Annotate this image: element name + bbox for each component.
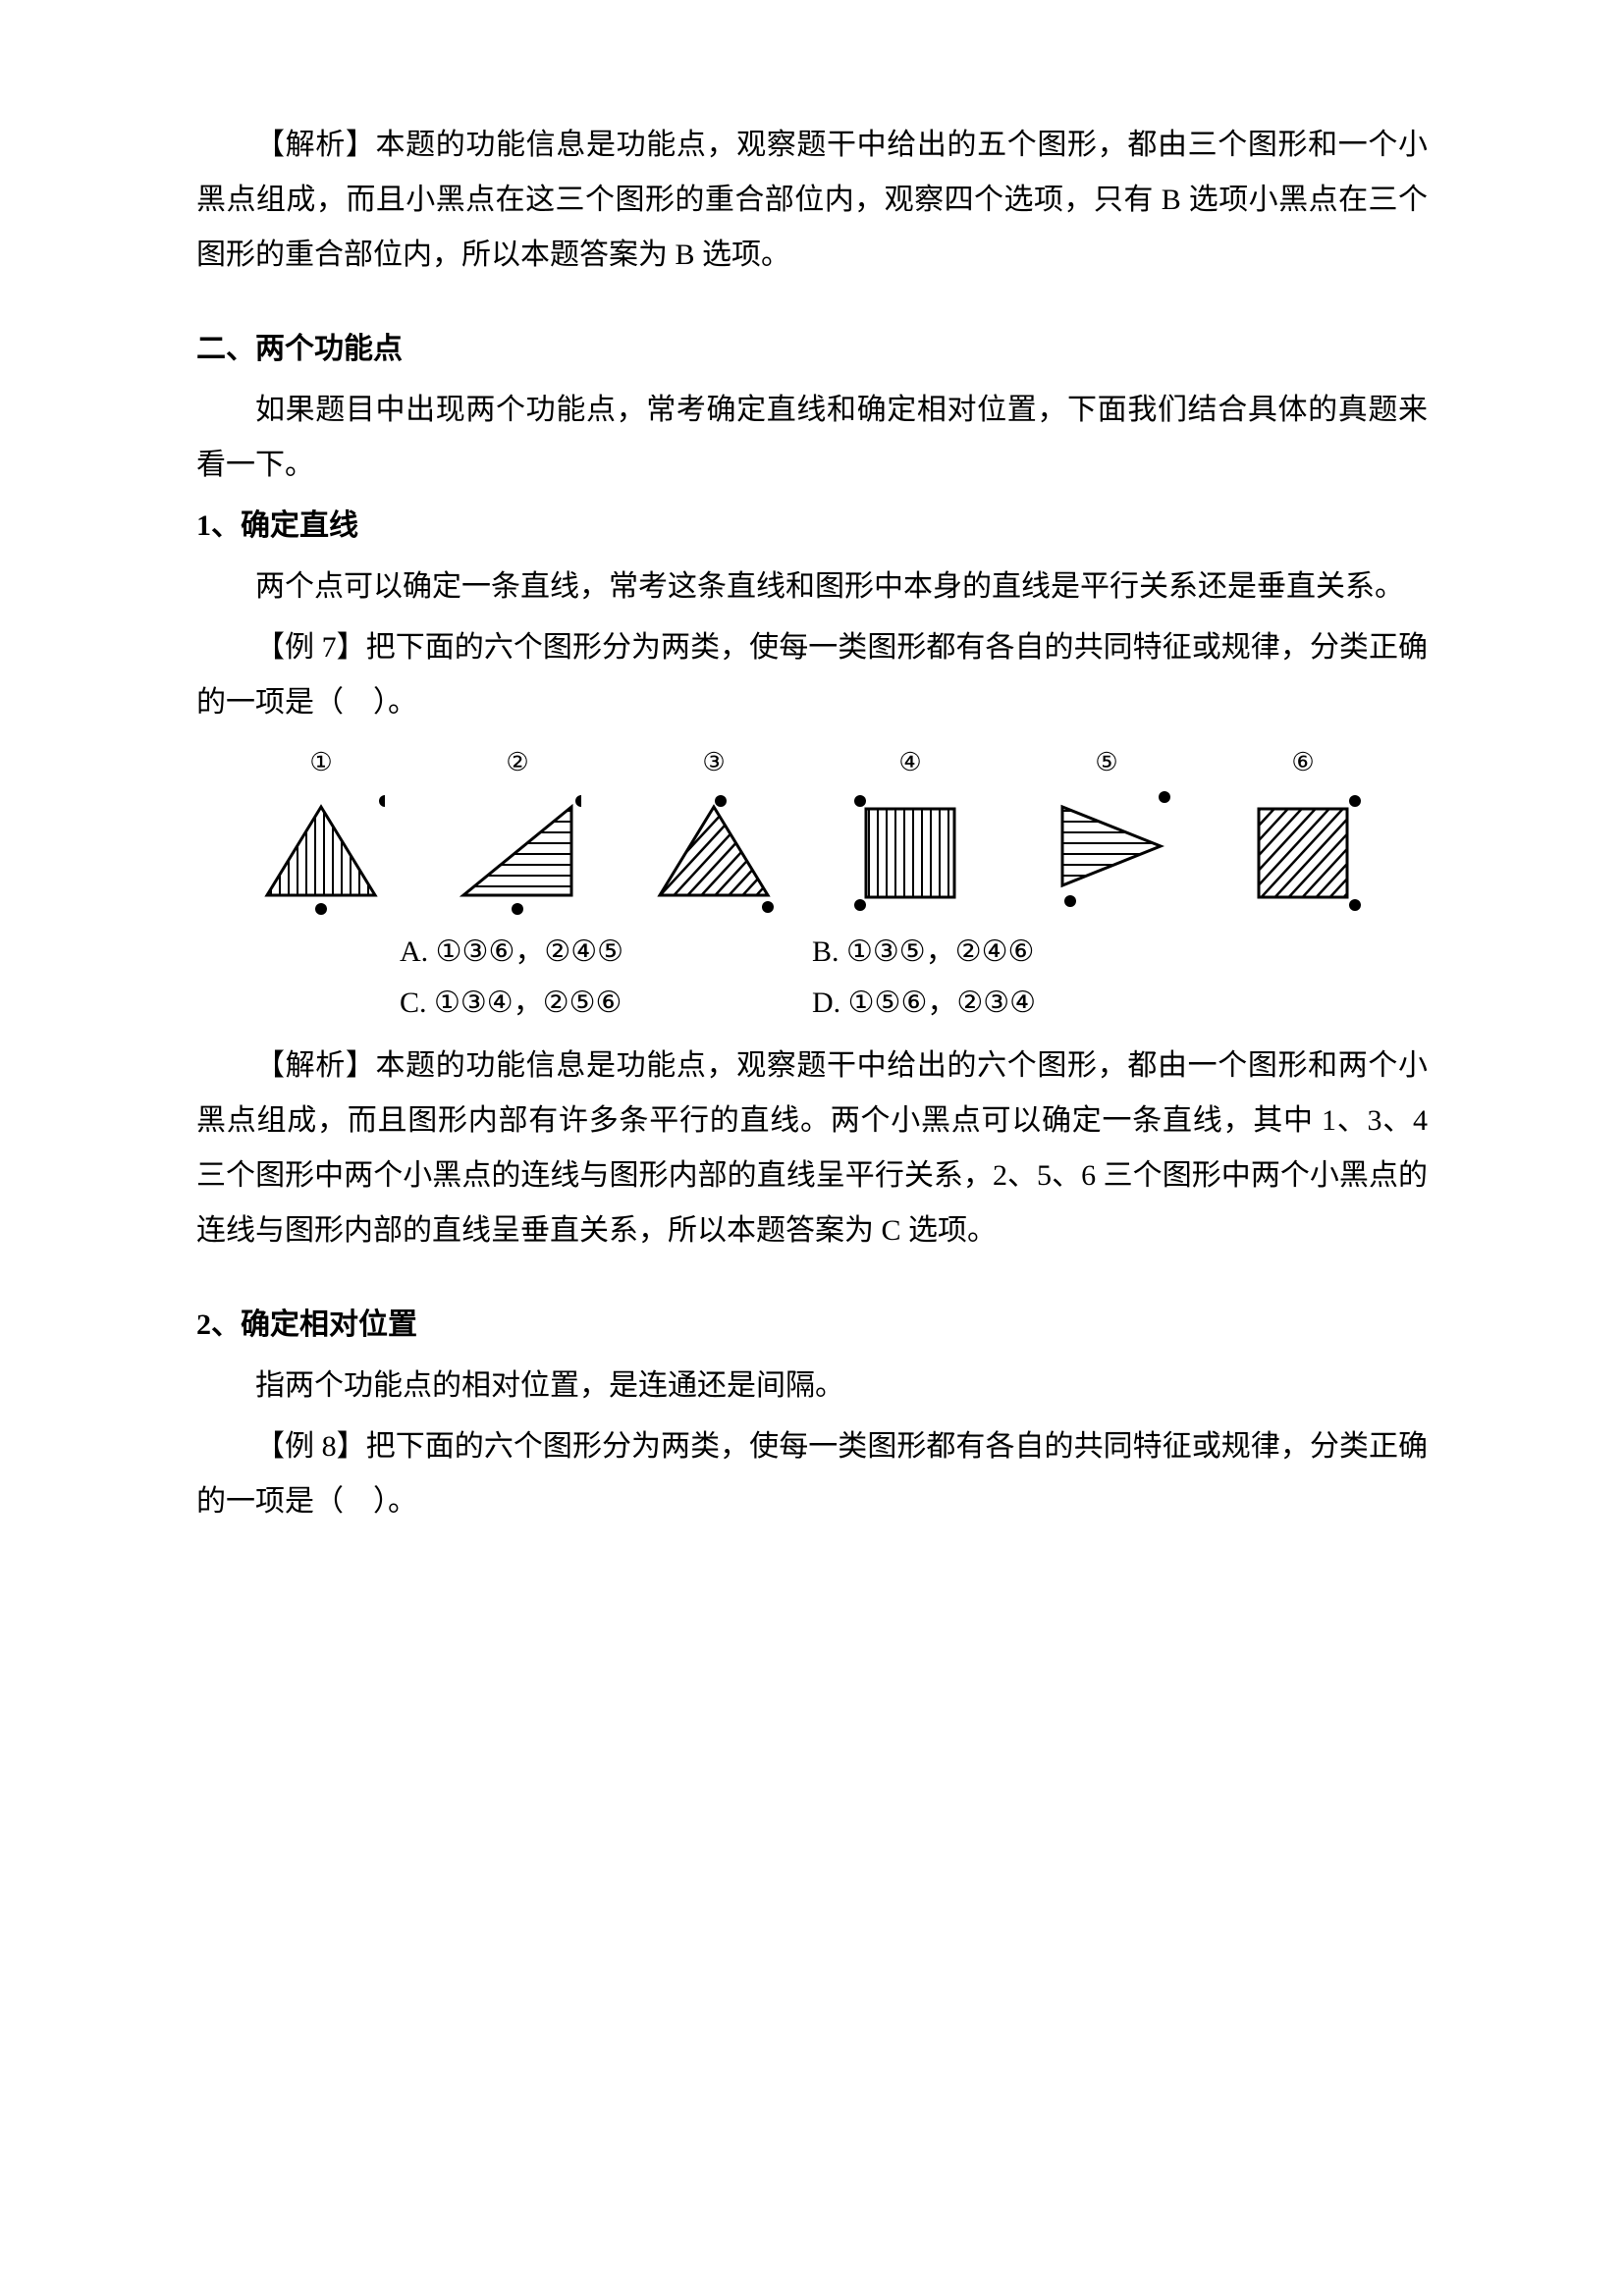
figure-svg-4 <box>846 787 974 915</box>
figure-3: ③ <box>640 748 787 915</box>
sub1-intro: 两个点可以确定一条直线，常考这条直线和图形中本身的直线是平行关系还是垂直关系。 <box>196 560 1428 614</box>
example-7-stem: 【例 7】把下面的六个图形分为两类，使每一类图形都有各自的共同特征或规律，分类正… <box>196 620 1428 730</box>
figure-1: ① <box>247 748 395 915</box>
option-c: C. ①③④，②⑤⑥ <box>400 978 812 1029</box>
sub2-heading: 2、确定相对位置 <box>196 1298 1428 1353</box>
sub2-intro: 指两个功能点的相对位置，是连通还是间隔。 <box>196 1359 1428 1414</box>
figure-2: ② <box>444 748 591 915</box>
figure-label-6: ⑥ <box>1291 748 1314 777</box>
option-d: D. ①⑤⑥，②③④ <box>812 978 1224 1029</box>
figure-svg-5 <box>1043 787 1170 915</box>
section-2-intro: 如果题目中出现两个功能点，常考确定直线和确定相对位置，下面我们结合具体的真题来看… <box>196 383 1428 493</box>
figure-svg-6 <box>1239 787 1367 915</box>
figure-svg-2 <box>454 787 581 915</box>
option-b: B. ①③⑤，②④⑥ <box>812 927 1224 978</box>
section-2-heading: 二、两个功能点 <box>196 322 1428 377</box>
example-8-stem: 【例 8】把下面的六个图形分为两类，使每一类图形都有各自的共同特征或规律，分类正… <box>196 1419 1428 1529</box>
example-7-analysis: 【解析】本题的功能信息是功能点，观察题干中给出的六个图形，都由一个图形和两个小黑… <box>196 1039 1428 1258</box>
figure-row: ① ② ③ ④ ⑤ ⑥ <box>196 748 1428 915</box>
figure-6: ⑥ <box>1229 748 1377 915</box>
analysis-prev: 【解析】本题的功能信息是功能点，观察题干中给出的五个图形，都由三个图形和一个小黑… <box>196 118 1428 283</box>
figure-label-4: ④ <box>898 748 921 777</box>
figure-4: ④ <box>837 748 984 915</box>
option-a: A. ①③⑥，②④⑤ <box>400 927 812 978</box>
figure-5: ⑤ <box>1033 748 1180 915</box>
options-block: A. ①③⑥，②④⑤ B. ①③⑤，②④⑥ C. ①③④，②⑤⑥ D. ①⑤⑥，… <box>196 927 1428 1029</box>
figure-label-1: ① <box>309 748 332 777</box>
figure-svg-1 <box>257 787 385 915</box>
figure-svg-3 <box>650 787 778 915</box>
figure-label-2: ② <box>506 748 528 777</box>
sub1-heading: 1、确定直线 <box>196 499 1428 554</box>
figure-label-3: ③ <box>702 748 725 777</box>
figure-label-5: ⑤ <box>1095 748 1117 777</box>
